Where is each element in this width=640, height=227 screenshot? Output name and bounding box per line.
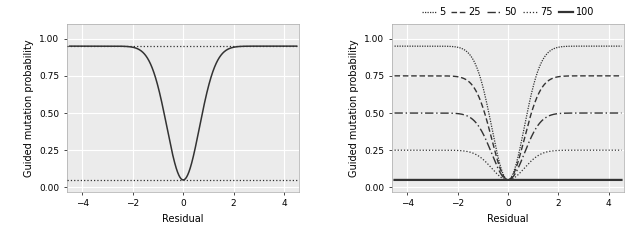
- Y-axis label: Guided mutation probability: Guided mutation probability: [24, 39, 34, 177]
- Legend: 5, 25, 50, 75, 100: 5, 25, 50, 75, 100: [422, 0, 595, 17]
- X-axis label: Residual: Residual: [487, 214, 529, 224]
- Y-axis label: Guided mutation probability: Guided mutation probability: [349, 39, 358, 177]
- X-axis label: Residual: Residual: [163, 214, 204, 224]
